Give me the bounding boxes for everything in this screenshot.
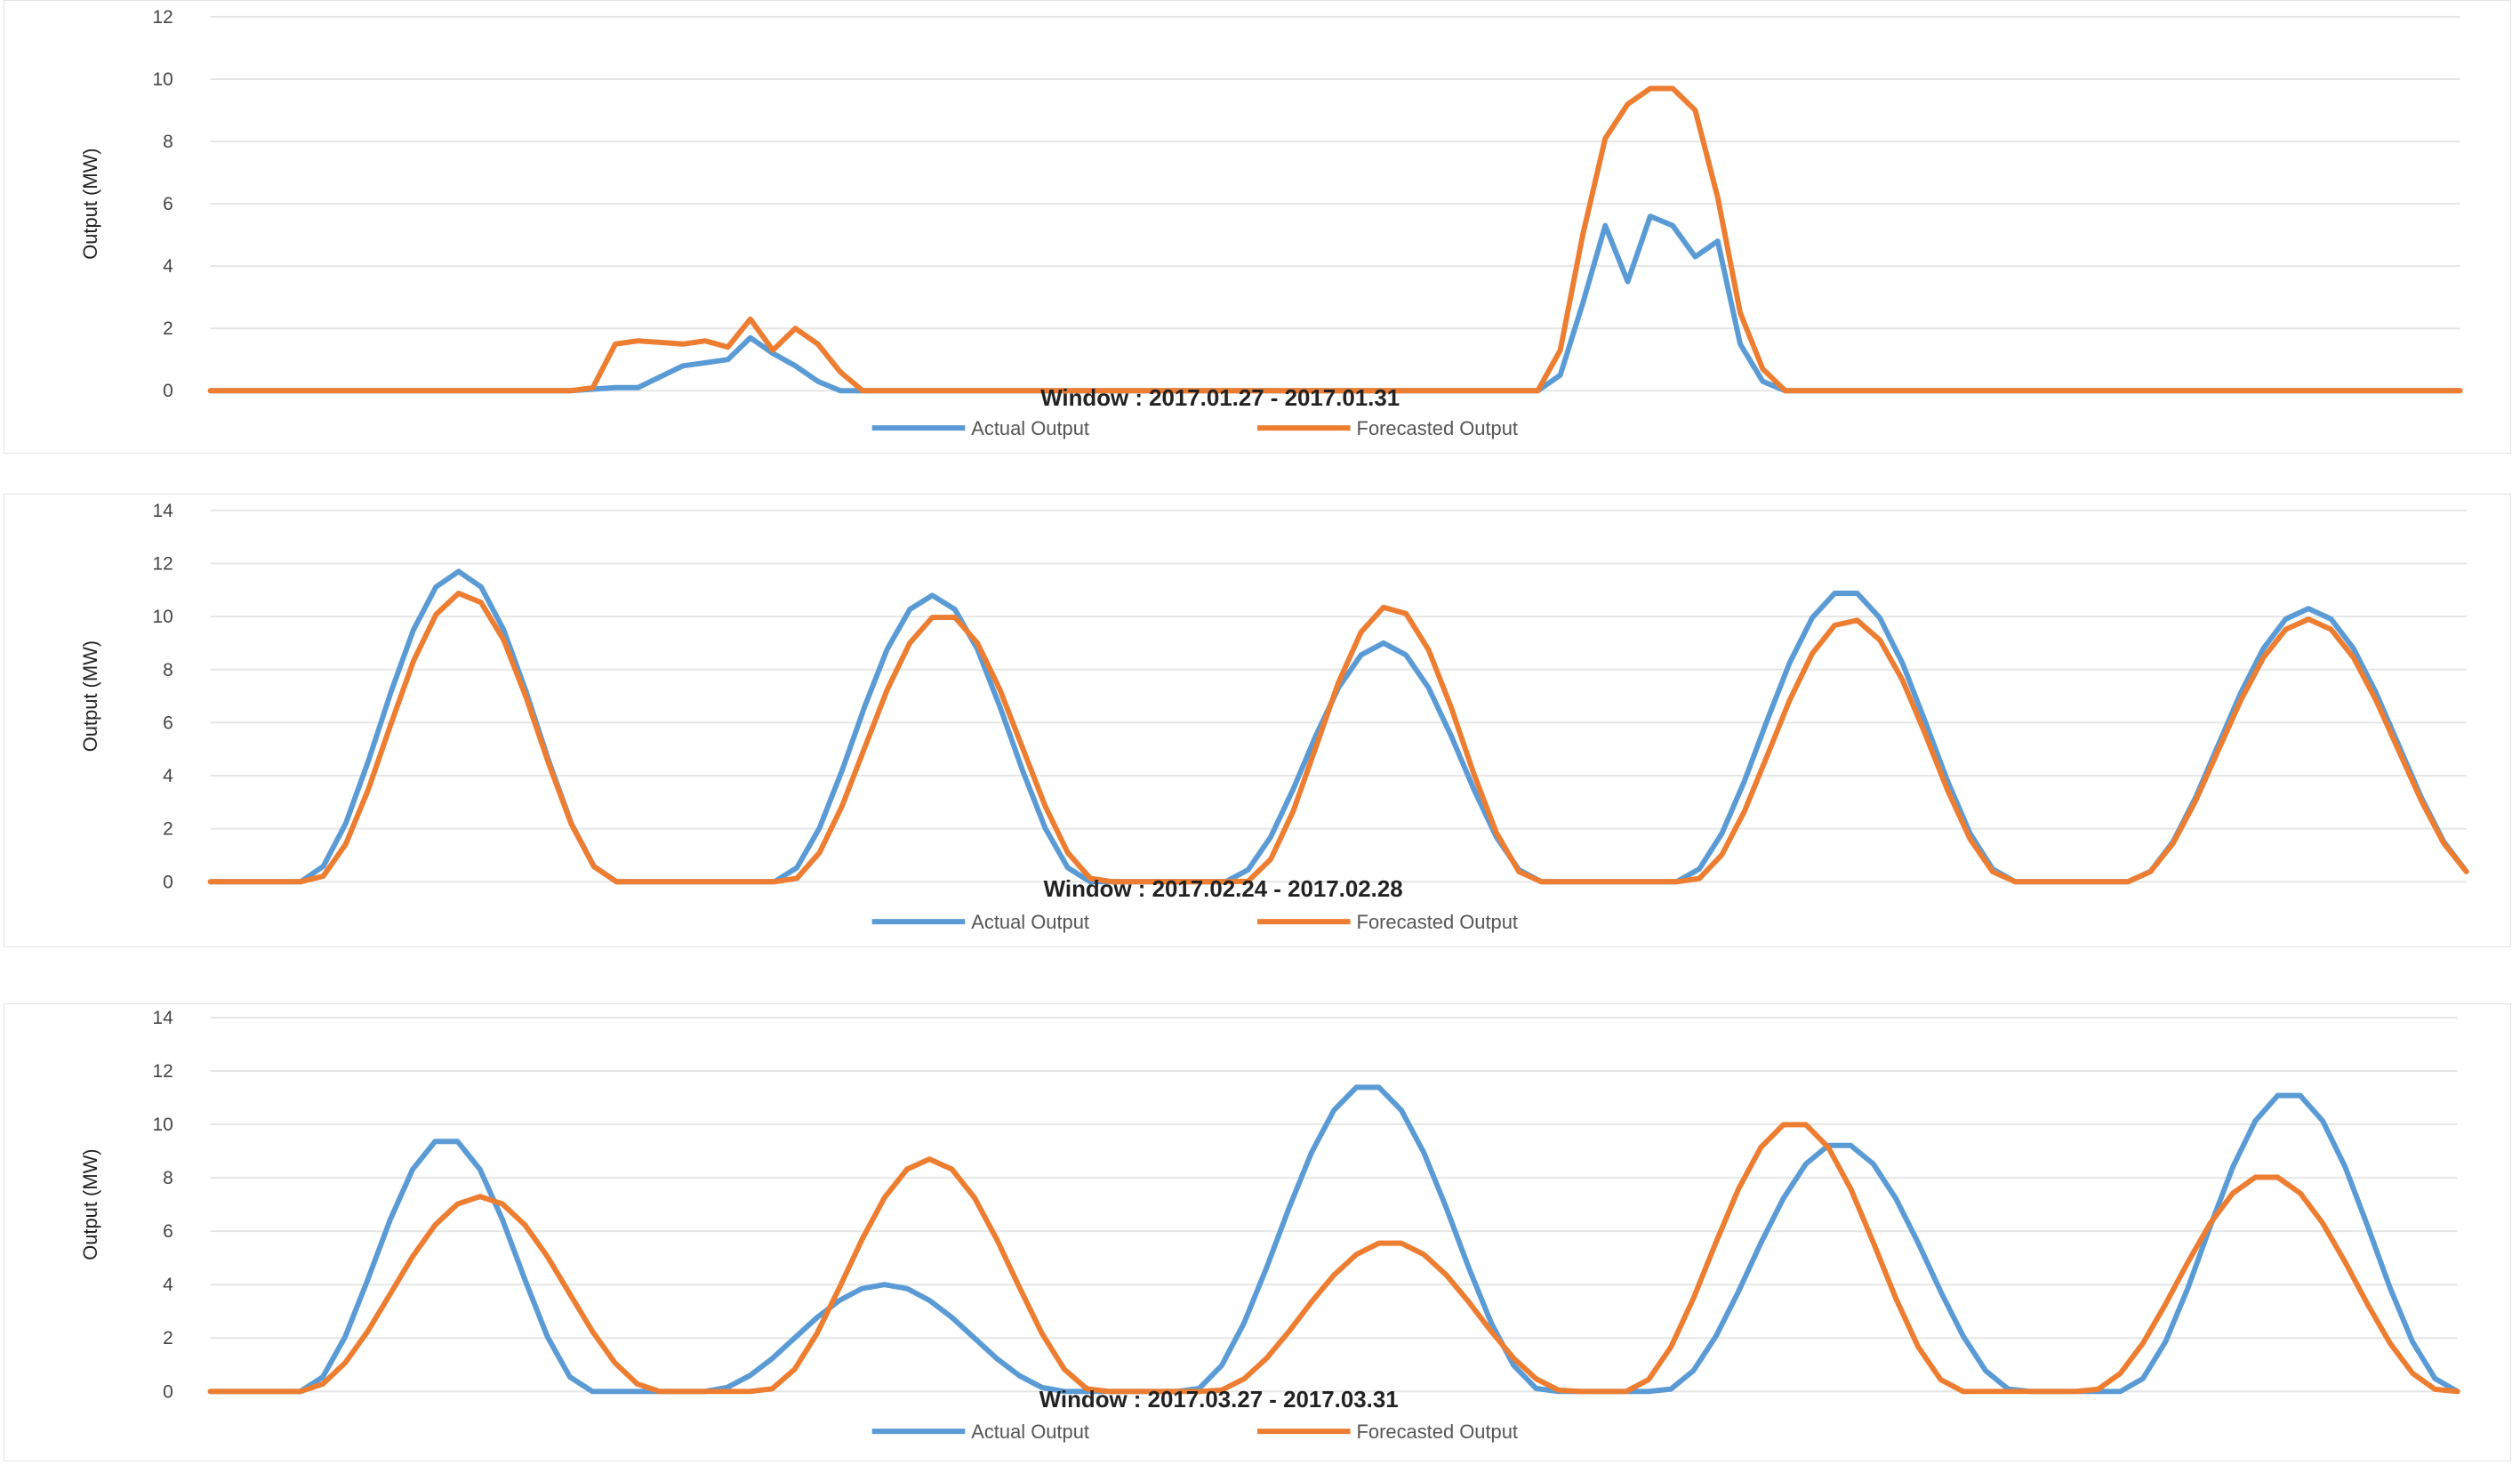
chart-svg-3: 0 2 4 6 8 10 12 14 Output (MW) Window : 2017.03.2…: [79, 1008, 2460, 1443]
y-tick-label: 4: [163, 766, 173, 786]
y-tick-label: 0: [163, 381, 173, 401]
y-tick-label: 4: [163, 1275, 173, 1295]
y-axis-label: Output (MW): [79, 148, 101, 259]
y-tick-label: 8: [163, 1168, 173, 1188]
series-line-forecast: [207, 590, 2469, 885]
series-line-actual: [207, 213, 2463, 394]
y-tick-label: 2: [163, 318, 173, 339]
y-tick-label: 6: [163, 194, 173, 214]
series-line-forecast: [207, 85, 2463, 394]
y-tick-label: 2: [163, 1328, 173, 1348]
y-tick-label: 10: [153, 607, 173, 627]
chart-panel-2: 0 2 4 6 8 10 12 14 Output (MW) Window : 2017.02.2…: [4, 494, 2511, 947]
legend-label-forecast: Forecasted Output: [1357, 1421, 1518, 1443]
window-title: Window : 2017.02.24 - 2017.02.28: [1044, 877, 1403, 902]
y-tick-label: 6: [163, 1221, 173, 1242]
y-tick-label: 10: [152, 1115, 173, 1135]
legend-label-forecast: Forecasted Output: [1357, 911, 1518, 933]
y-tick-label: 10: [153, 69, 173, 90]
series-line-actual: [207, 1084, 2460, 1395]
chart-svg-2: 0 2 4 6 8 10 12 14 Output (MW) Window : 2017.02.2…: [79, 501, 2469, 933]
legend-label-actual: Actual Output: [971, 911, 1089, 933]
legend-label-actual: Actual Output: [971, 417, 1089, 439]
y-tick-label: 0: [163, 872, 173, 892]
y-axis-label: Output (MW): [79, 640, 101, 752]
y-tick-label: 6: [163, 712, 173, 733]
y-tick-label: 0: [163, 1381, 173, 1402]
window-title: Window : 2017.03.27 - 2017.03.31: [1039, 1388, 1399, 1413]
y-tick-label: 14: [152, 1008, 173, 1028]
series-line-actual: [207, 568, 2469, 885]
y-axis-label: Output (MW): [79, 1148, 101, 1260]
y-tick-label: 4: [163, 256, 173, 277]
chart-panel-3: 0 2 4 6 8 10 12 14 Output (MW) Window : 2017.03.2…: [4, 1003, 2511, 1461]
y-tick-label: 12: [153, 7, 173, 28]
y-tick-label: 2: [163, 819, 173, 840]
chart-svg-1: 0 2 4 6 8 10 12 Output (MW) Window : 2017.01.27 …: [79, 7, 2463, 439]
y-tick-label: 12: [153, 554, 173, 575]
series-line-forecast: [207, 1122, 2460, 1395]
y-tick-label: 8: [163, 660, 173, 680]
window-title: Window : 2017.01.27 - 2017.01.31: [1040, 386, 1400, 411]
legend-label-forecast: Forecasted Output: [1357, 417, 1518, 439]
y-tick-label: 8: [163, 132, 173, 152]
legend-label-actual: Actual Output: [971, 1421, 1089, 1443]
chart-panel-1: 0 2 4 6 8 10 12 Output (MW) Window : 2017.01.27 …: [4, 0, 2511, 454]
y-tick-label: 12: [152, 1061, 173, 1082]
y-tick-label: 14: [153, 501, 174, 521]
